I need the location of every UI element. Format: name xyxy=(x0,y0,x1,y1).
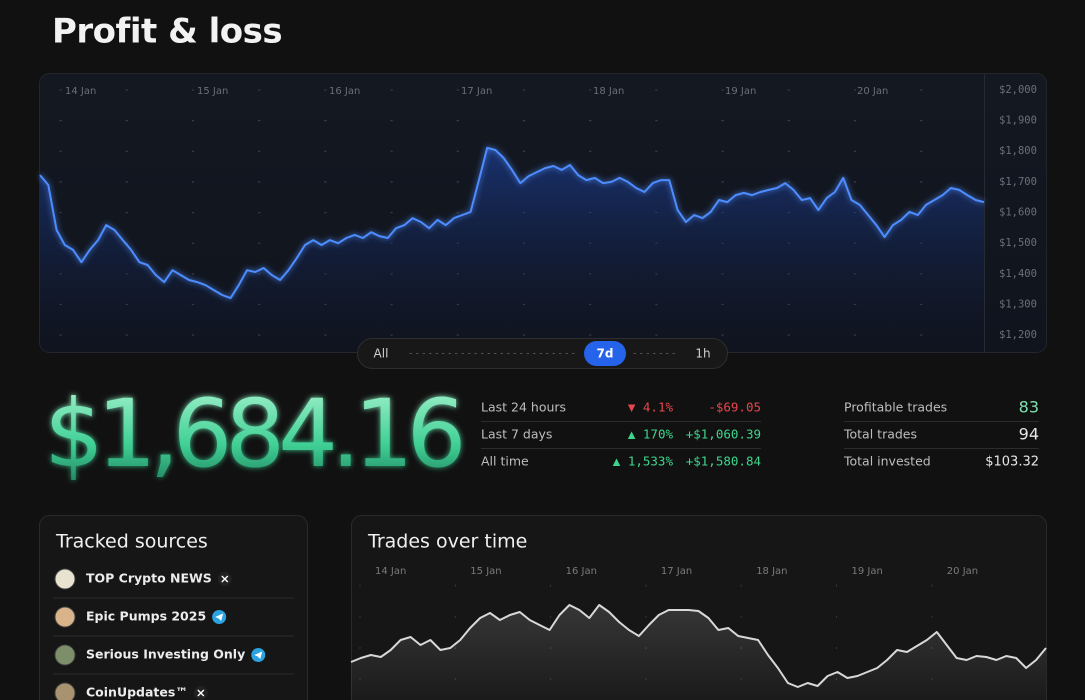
source-name[interactable]: TOP Crypto NEWS xyxy=(86,571,212,586)
pnl-chart: $2,000 $1,900 $1,800 $1,700 $1,600 $1,500 $1,4… xyxy=(39,84,1037,352)
y-tick-label: $1,200 xyxy=(999,329,1037,341)
x-tick-label: 16 Jan xyxy=(566,566,597,577)
x-tick-label: 19 Jan xyxy=(852,566,883,577)
total-value: 83 xyxy=(1019,398,1039,417)
stat-amount: -$69.05 xyxy=(708,400,761,415)
source-name[interactable]: Serious Investing Only xyxy=(86,647,245,662)
x-tick-label: 20 Jan xyxy=(857,86,888,97)
area-fill xyxy=(40,147,984,352)
source-name[interactable]: Epic Pumps 2025 xyxy=(86,609,206,624)
total-label: Total trades xyxy=(843,427,917,442)
y-tick-label: $1,300 xyxy=(999,298,1037,310)
sources-panel xyxy=(39,515,308,700)
stat-amount: +$1,060.39 xyxy=(686,427,761,442)
telegram-glyph xyxy=(215,613,224,621)
stats-table: Last 24 hours ▼ 4.1% -$69.05 Last 7 days ▲ 1… xyxy=(481,400,761,469)
range-option[interactable]: 7d xyxy=(597,347,614,361)
source-avatar xyxy=(54,568,76,590)
line xyxy=(350,604,1047,688)
x-tick-label: 17 Jan xyxy=(461,86,492,97)
source-avatar xyxy=(54,682,76,700)
stat-label: All time xyxy=(481,454,529,469)
x-tick-label: 16 Jan xyxy=(329,86,360,97)
x-glyph xyxy=(197,689,205,697)
x-tick-label: 15 Jan xyxy=(470,566,501,577)
x-tick-label: 18 Jan xyxy=(756,566,787,577)
page-title: Profit & loss xyxy=(52,12,282,52)
x-tick-label: 18 Jan xyxy=(593,86,624,97)
x-tick-label: 19 Jan xyxy=(725,86,756,97)
stat-change: ▲ 170% xyxy=(628,427,674,442)
total-label: Profitable trades xyxy=(844,400,947,415)
trades-title: Trades over time xyxy=(367,531,527,553)
sources-title: Tracked sources xyxy=(55,531,208,553)
stat-change: ▲ 1,533% xyxy=(613,454,674,469)
balance-value: $1,684.16 xyxy=(44,380,461,489)
y-tick-label: $2,000 xyxy=(999,84,1037,96)
x-glyph xyxy=(221,575,229,583)
x-tick-label: 14 Jan xyxy=(65,86,96,97)
range-option[interactable]: 1h xyxy=(695,347,710,361)
stat-label: Last 7 days xyxy=(481,427,552,442)
range-options: All 7d 1h xyxy=(374,341,711,366)
sources-list: TOP Crypto NEWS Epic Pumps 2025 Serious In… xyxy=(53,568,294,700)
source-avatar xyxy=(54,644,76,666)
range-active[interactable] xyxy=(584,341,626,366)
line xyxy=(39,146,985,300)
stat-label: Last 24 hours xyxy=(481,400,566,415)
total-label: Total invested xyxy=(843,454,931,469)
x-tick-label: 15 Jan xyxy=(197,86,228,97)
stat-change: ▼ 4.1% xyxy=(628,400,674,415)
total-value: 94 xyxy=(1019,425,1039,444)
range-selector xyxy=(357,338,728,369)
y-tick-label: $1,700 xyxy=(999,176,1037,188)
telegram-glyph xyxy=(254,651,263,659)
source-name[interactable]: CoinUpdates™ xyxy=(86,685,188,700)
x-tick-label: 17 Jan xyxy=(661,566,692,577)
y-tick-label: $1,900 xyxy=(999,115,1037,127)
x-tick-label: 14 Jan xyxy=(375,566,406,577)
x-tick-label: 20 Jan xyxy=(947,566,978,577)
source-avatar xyxy=(54,606,76,628)
total-value: $103.32 xyxy=(985,455,1039,470)
trades-chart: 14 Jan 15 Jan 16 Jan 17 Jan 18 Jan 19 Jan 20 J… xyxy=(350,566,1047,700)
range-option[interactable]: All xyxy=(374,347,389,361)
area-fill xyxy=(351,605,1046,700)
y-tick-label: $1,500 xyxy=(999,237,1037,249)
y-tick-label: $1,800 xyxy=(999,145,1037,157)
y-tick-label: $1,400 xyxy=(999,268,1037,280)
stat-amount: +$1,580.84 xyxy=(686,454,761,469)
y-tick-label: $1,600 xyxy=(999,207,1037,219)
totals-table: Profitable trades 83 Total trades 94 Total i… xyxy=(843,398,1039,470)
